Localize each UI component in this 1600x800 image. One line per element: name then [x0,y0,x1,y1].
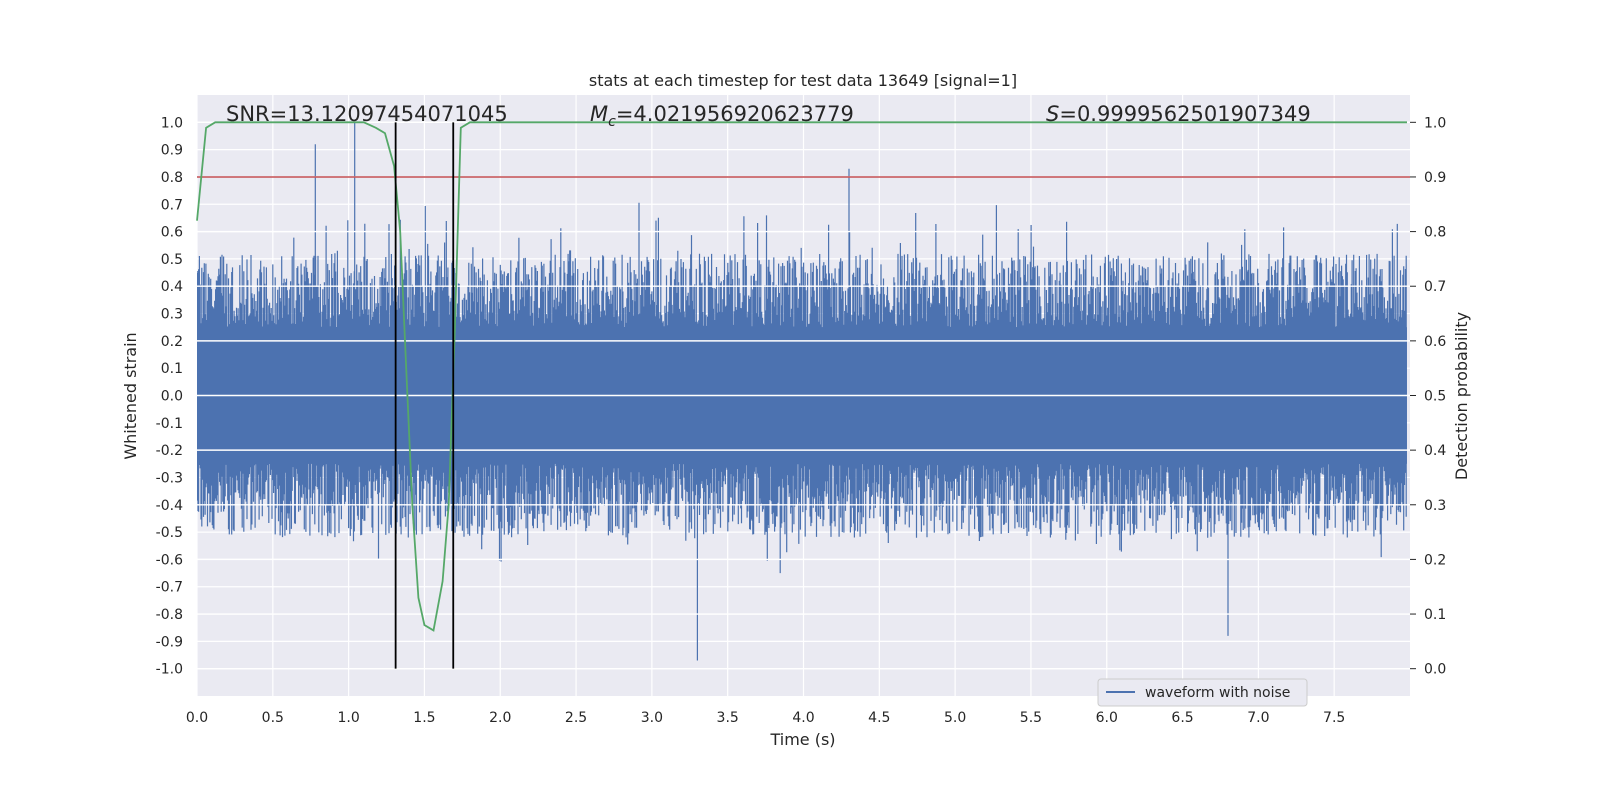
y-tick-label: -0.5 [156,525,183,541]
snr-annotation: SNR=13.12097454071045 [226,102,508,126]
y-tick-label: 0.0 [161,389,183,405]
y2-tick-label: 0.3 [1424,498,1446,514]
x-tick-label: 7.5 [1323,710,1345,726]
y-tick-label: 0.2 [161,334,183,350]
x-tick-label: 6.0 [1096,710,1118,726]
x-tick-label: 1.0 [337,710,359,726]
y-tick-label: -0.4 [156,498,183,514]
x-tick-label: 5.0 [944,710,966,726]
y-tick-label: 0.3 [161,307,183,323]
x-tick-label: 2.5 [565,710,587,726]
y-tick-label: -0.3 [156,470,183,486]
y-tick-label: 0.5 [161,252,183,268]
y2-tick-labels: 1.0 0.9 0.8 0.7 0.6 0.5 0.4 0.3 0.2 0.1 0.0 [1410,115,1446,678]
x-tick-label: 3.5 [717,710,739,726]
y-tick-label: 1.0 [161,115,183,131]
x-tick-label: 0.0 [186,710,208,726]
legend-box [1097,678,1308,707]
y2-tick-label: 0.1 [1424,607,1446,623]
y2-tick-label: 0.8 [1424,225,1446,241]
x-tick-label: 6.5 [1171,710,1193,726]
chart-title: stats at each timestep for test data 136… [589,71,1017,90]
mc-subscript: c [608,114,616,130]
x-tick-label: 5.5 [1020,710,1042,726]
x-tick-label: 4.0 [792,710,814,726]
y-tick-label: 0.8 [161,170,183,186]
x-tick-label: 7.0 [1247,710,1269,726]
mc-value: =4.021956920623779 [616,102,854,126]
x-tick-label: 1.5 [413,710,435,726]
s-value: =0.9999562501907349 [1059,102,1310,126]
x-tick-label: 4.5 [868,710,890,726]
y2-tick-label: 0.7 [1424,279,1446,295]
y-tick-label: -1.0 [156,662,183,678]
x-tick-label: 0.5 [262,710,284,726]
y-tick-labels: 1.0 0.9 0.8 0.7 0.6 0.5 0.4 0.3 0.2 0.1 0.0 -0.1 -0.… [156,115,183,677]
x-tick-labels: 0.0 0.5 1.0 1.5 2.0 2.5 3.0 3.5 4.0 4.5 5.0 5.5 6.0 6… [186,710,1345,726]
legend: waveform with noise [1097,678,1308,707]
y2-tick-label: 0.5 [1424,389,1446,405]
y2-tick-label: 0.2 [1424,552,1446,568]
y-tick-label: -0.1 [156,416,183,432]
chirp-mass-annotation: Mc=4.021956920623779 [590,102,854,130]
x-axis-label: Time (s) [769,730,835,749]
y-tick-label: -0.7 [156,580,183,596]
x-tick-label: 3.0 [641,710,663,726]
y2-tick-label: 0.0 [1424,662,1446,678]
detection-probability-line [196,121,1407,632]
y-axis-label: Whitened strain [121,332,140,459]
y-tick-label: -0.9 [156,634,183,650]
y2-tick-label: 0.9 [1424,170,1446,186]
y2-tick-label: 1.0 [1424,115,1446,131]
y-tick-label: 0.1 [161,361,183,377]
y2-tick-label: 0.6 [1424,334,1446,350]
y-tick-label: 0.9 [161,143,183,159]
merger-window-lines [394,122,455,669]
y-tick-label: -0.2 [156,443,183,459]
score-annotation: S=0.9999562501907349 [1046,102,1311,126]
y-tick-label: -0.6 [156,552,183,568]
s-symbol: S [1046,102,1059,126]
mc-symbol: M [590,102,608,126]
legend-label: waveform with noise [1145,685,1290,701]
x-tick-label: 2.0 [489,710,511,726]
y2-axis-label: Detection probability [1452,312,1471,480]
y-tick-label: -0.8 [156,607,183,623]
y-tick-label: 0.7 [161,197,183,213]
y-tick-label: 0.6 [161,225,183,241]
y-tick-label: 0.4 [161,279,183,295]
y2-tick-label: 0.4 [1424,443,1446,459]
